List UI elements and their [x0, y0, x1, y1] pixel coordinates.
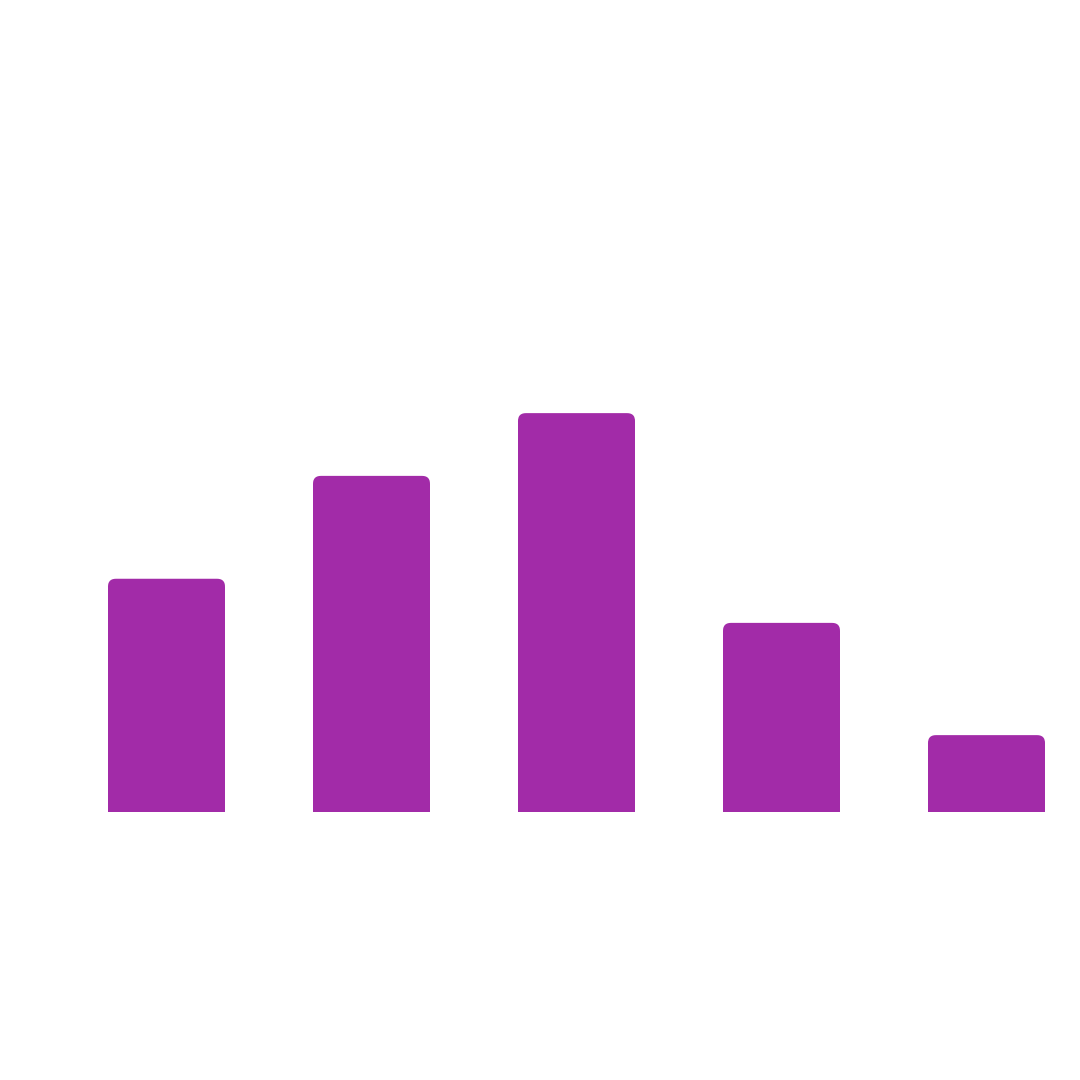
bar-1	[108, 578, 225, 812]
bar-2	[313, 475, 430, 812]
bar-4	[723, 622, 840, 812]
bar-5	[928, 735, 1045, 812]
bar-3	[518, 413, 635, 812]
bars-group	[108, 413, 1045, 812]
